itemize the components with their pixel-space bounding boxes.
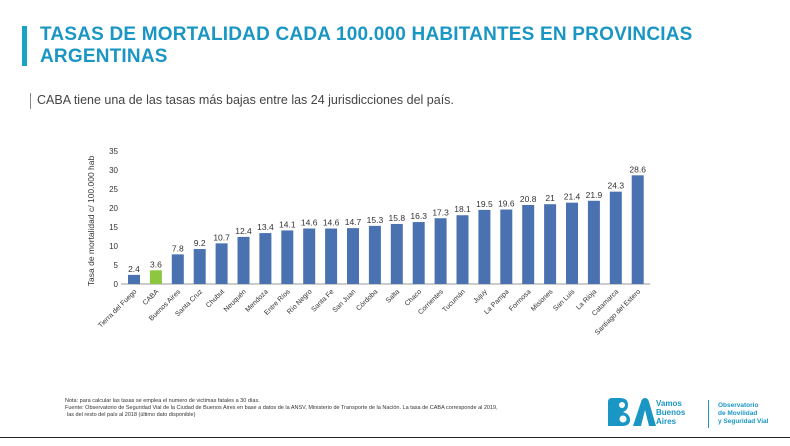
bar (215, 243, 228, 284)
logo-text: Vamos Buenos Aires (656, 399, 686, 426)
chart-source-cont: las del resto del país al 2018 (último d… (67, 412, 196, 418)
bar (631, 175, 644, 284)
bar-value-label: 21 (545, 193, 555, 203)
x-tick-label: CABA (142, 288, 161, 307)
title-accent-bar (22, 26, 27, 66)
x-tick-label: San Luis (552, 288, 577, 313)
bars-group: 2.4 3.6 7.8 9.2 10.7 12.4 13.4 14.1 14.6 14.6 14.7… (128, 164, 646, 284)
bar-value-label: 13.4 (257, 222, 274, 232)
y-tick-label: 15 (109, 223, 118, 232)
bar (456, 215, 469, 284)
bar-value-label: 21.4 (564, 192, 581, 202)
bar (478, 209, 491, 284)
x-tick-label: San Juan (332, 288, 358, 314)
bar-value-label: 21.9 (586, 190, 603, 200)
observatorio-logo-text: Observatorio de Movilidad y Seguridad Vi… (718, 402, 769, 425)
subtitle-accent-bar (30, 93, 31, 109)
y-tick-label: 30 (109, 166, 118, 175)
bar (347, 228, 359, 284)
x-tick-label: Córdoba (355, 288, 379, 312)
bar-value-label: 15.8 (389, 213, 406, 223)
y-axis-label: Tasa de mortalidad c/ 100.000 hab (86, 156, 96, 287)
bar-value-label: 20.8 (520, 194, 537, 204)
x-tick-label: Jujuy (472, 288, 489, 305)
bar (325, 228, 338, 284)
bar-value-label: 14.7 (345, 217, 362, 227)
y-tick-label: 10 (109, 242, 118, 251)
bar-value-label: 3.6 (150, 259, 162, 269)
bar (522, 204, 535, 284)
bar-value-label: 24.3 (608, 181, 625, 191)
chart-source: Fuente: Observatorio de Seguridad Vial d… (65, 405, 498, 411)
footer-line (0, 437, 790, 438)
x-tick-label: Tucumán (442, 288, 467, 313)
bar (149, 270, 162, 284)
bar-value-label: 15.3 (367, 215, 384, 225)
bar-value-label: 12.4 (235, 226, 252, 236)
bar-value-label: 14.6 (301, 218, 318, 228)
bar (171, 254, 184, 284)
bar-value-label: 9.2 (194, 238, 206, 248)
bar (237, 236, 250, 284)
buenos-aires-logo (608, 398, 656, 426)
bar-value-label: 16.3 (410, 211, 427, 221)
y-tick-label: 0 (114, 280, 119, 289)
bar-value-label: 14.6 (323, 218, 340, 228)
page-subtitle: CABA tiene una de las tasas más bajas en… (37, 93, 454, 107)
bar-value-label: 10.7 (213, 232, 230, 242)
bar (544, 204, 557, 284)
bar (566, 202, 578, 284)
bar (434, 218, 447, 284)
bar-value-label: 18.1 (454, 204, 471, 214)
bar (303, 228, 316, 284)
x-tick-label: Chaco (404, 288, 423, 307)
bar (500, 209, 513, 284)
bar (128, 274, 140, 284)
y-tick-label: 25 (109, 185, 118, 194)
bar-value-label: 14.1 (279, 219, 296, 229)
bar (390, 223, 403, 284)
bar (193, 249, 206, 284)
bar-value-label: 7.8 (172, 243, 184, 253)
y-tick-label: 5 (114, 261, 119, 270)
x-tick-label: Formosa (508, 288, 533, 313)
bar (609, 191, 622, 284)
y-tick-label: 35 (109, 147, 118, 156)
bar (259, 233, 272, 284)
page-title: TASAS DE MORTALIDAD CADA 100.000 HABITAN… (40, 24, 693, 67)
bar-value-label: 28.6 (629, 164, 646, 174)
bar-value-label: 2.4 (128, 264, 140, 274)
bar-value-label: 17.3 (432, 207, 449, 217)
x-tick-label: Salta (385, 288, 401, 304)
y-axis: 0 5 10 15 20 25 30 35 (109, 147, 650, 289)
y-tick-label: 20 (109, 204, 118, 213)
bar (368, 225, 381, 284)
x-tick-label: Misiones (530, 288, 555, 313)
chart-note: Nota: para calcular las tasas se emplea … (65, 398, 260, 404)
bar (281, 230, 294, 284)
x-tick-label: Santiago del Estero (594, 288, 642, 336)
logo-separator (708, 400, 709, 428)
bar (412, 222, 425, 284)
x-tick-label: Tierra del Fuego (97, 288, 138, 329)
x-tick-label: Chubut (205, 288, 226, 309)
bar-value-label: 19.5 (476, 199, 493, 209)
bar (587, 200, 600, 284)
bar-value-label: 19.6 (498, 199, 515, 209)
